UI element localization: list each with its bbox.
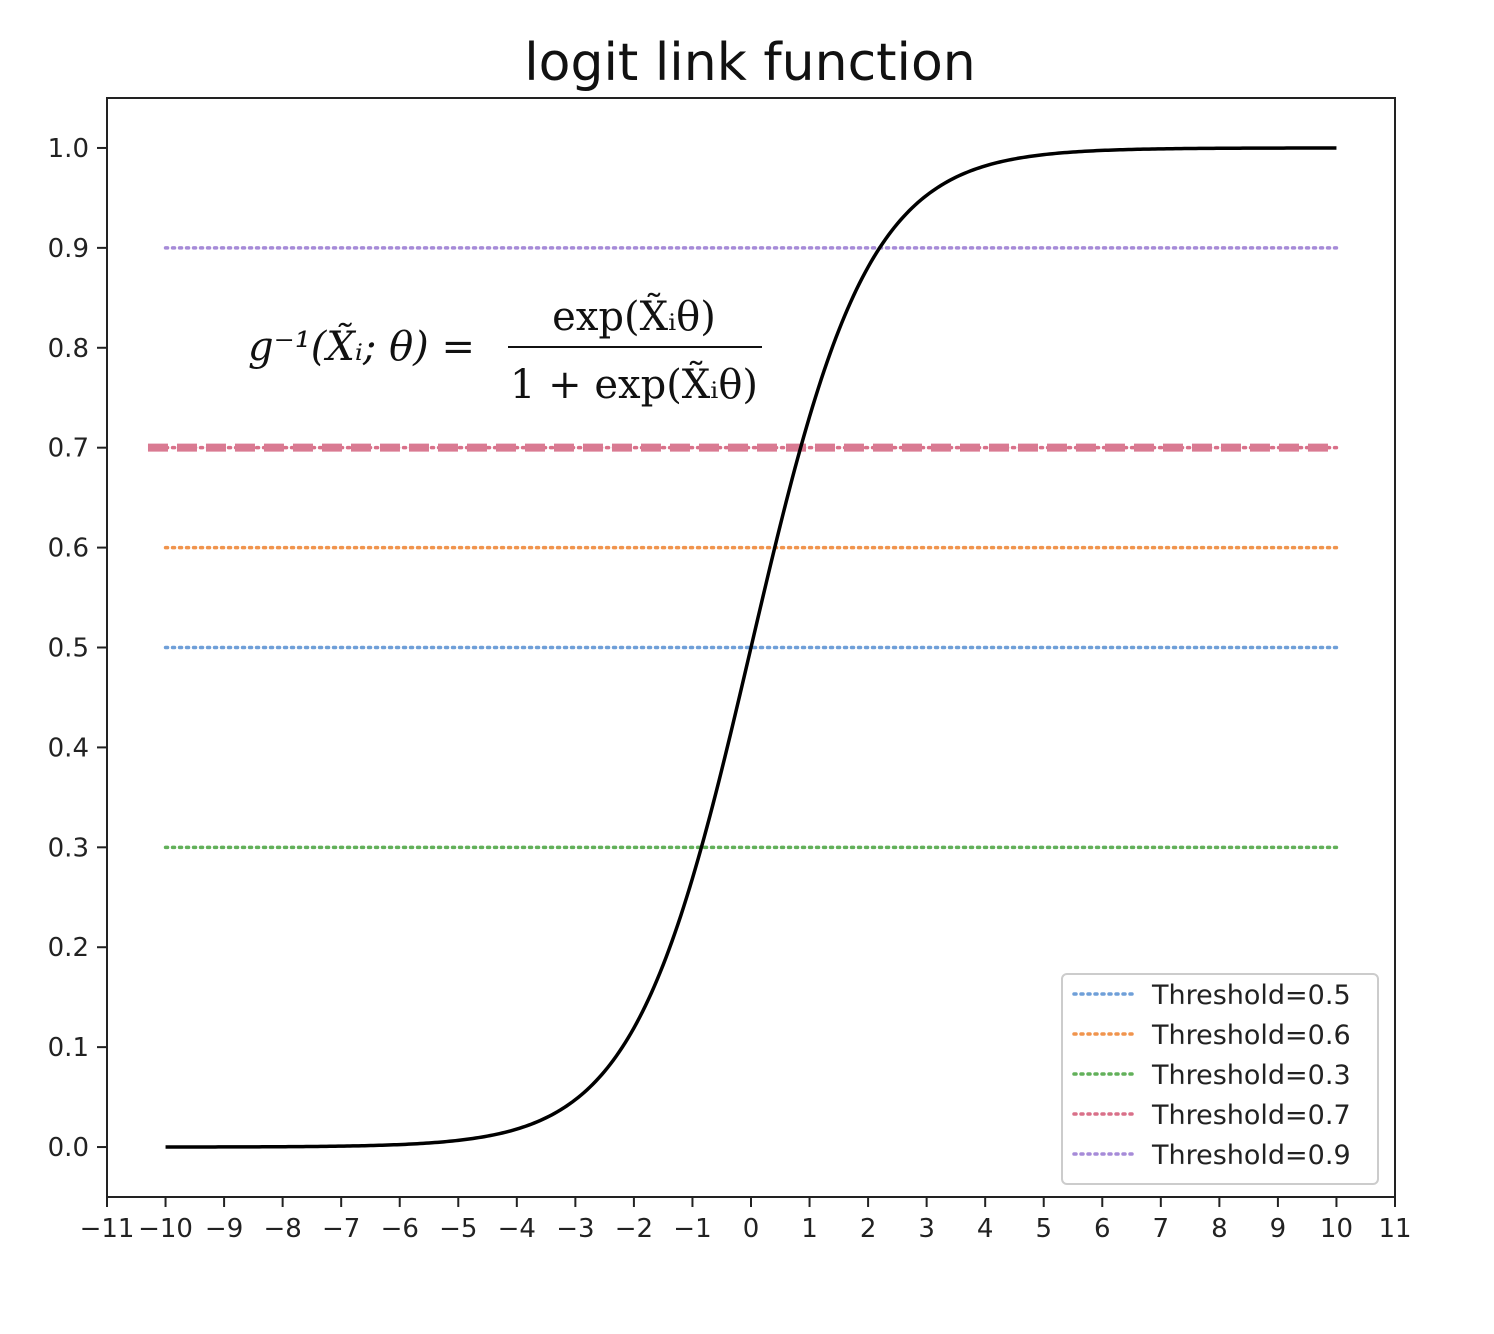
y-tick-label: 0.8	[48, 334, 89, 364]
x-tick-label: 1	[801, 1214, 818, 1244]
x-tick-label: 5	[1035, 1214, 1052, 1244]
x-tick-label: −1	[673, 1214, 711, 1244]
y-tick-label: 0.4	[48, 733, 89, 763]
x-tick-label: −8	[263, 1214, 301, 1244]
lines-layer	[147, 146, 1339, 1149]
y-tick-label: 0.6	[48, 534, 89, 564]
y-tick-label: 0.2	[48, 933, 89, 963]
x-tick-label: −10	[138, 1214, 193, 1244]
x-tick-label: 11	[1378, 1214, 1411, 1244]
y-tick-label: 0.3	[48, 833, 89, 863]
y-tick-label: 1.0	[48, 134, 89, 164]
x-tick-label: 10	[1320, 1214, 1353, 1244]
legend-box	[1061, 973, 1379, 1185]
x-tick-label: −4	[498, 1214, 536, 1244]
x-tick-label: 8	[1211, 1214, 1228, 1244]
legend-label: Threshold=0.3	[1151, 1060, 1351, 1091]
x-tick-label: −9	[205, 1214, 243, 1244]
x-tick-label: 6	[1094, 1214, 1111, 1244]
x-tick-label: −6	[381, 1214, 419, 1244]
axes-layer: −11 −10 −9 −8 −7 −6 −5 −4 −3 −2 −1 0 1 2 3 4 5 6 7 8 9 10 110.…	[48, 97, 1412, 1244]
x-tick-label: 3	[918, 1214, 935, 1244]
chart-title: logit link function	[524, 33, 976, 93]
x-tick-label: 2	[860, 1214, 877, 1244]
y-tick-label: 0.7	[48, 434, 89, 464]
sigmoid-curve	[165, 146, 1337, 1149]
x-tick-label: 0	[743, 1214, 760, 1244]
x-tick-label: −11	[80, 1214, 135, 1244]
formula-annotation: g⁻¹(X̃ᵢ; θ) = exp(X̃ᵢθ) 1 + exp(X̃ᵢθ)	[248, 293, 762, 408]
legend-label: Threshold=0.6	[1151, 1020, 1351, 1051]
y-tick-label: 0.9	[48, 234, 89, 264]
x-tick-label: −2	[615, 1214, 653, 1244]
x-tick-label: −7	[322, 1214, 360, 1244]
legend-label: Threshold=0.5	[1151, 980, 1351, 1011]
x-tick-label: −5	[439, 1214, 477, 1244]
legend-label: Threshold=0.7	[1151, 1100, 1351, 1131]
y-tick-label: 0.5	[48, 634, 89, 664]
legend: Threshold=0.5 Threshold=0.6 Threshold=0.3 T…	[1061, 973, 1379, 1185]
x-tick-label: 7	[1153, 1214, 1170, 1244]
x-tick-label: −3	[556, 1214, 594, 1244]
y-tick-label: 0.0	[48, 1133, 89, 1163]
formula-denominator: 1 + exp(X̃ᵢθ)	[510, 361, 758, 408]
legend-label: Threshold=0.9	[1151, 1140, 1351, 1171]
x-tick-label: 4	[977, 1214, 994, 1244]
x-tick-label: 9	[1270, 1214, 1287, 1244]
formula-lhs: g⁻¹(X̃ᵢ; θ) =	[248, 323, 475, 370]
y-tick-label: 0.1	[48, 1033, 89, 1063]
formula-numerator: exp(X̃ᵢθ)	[552, 293, 716, 340]
